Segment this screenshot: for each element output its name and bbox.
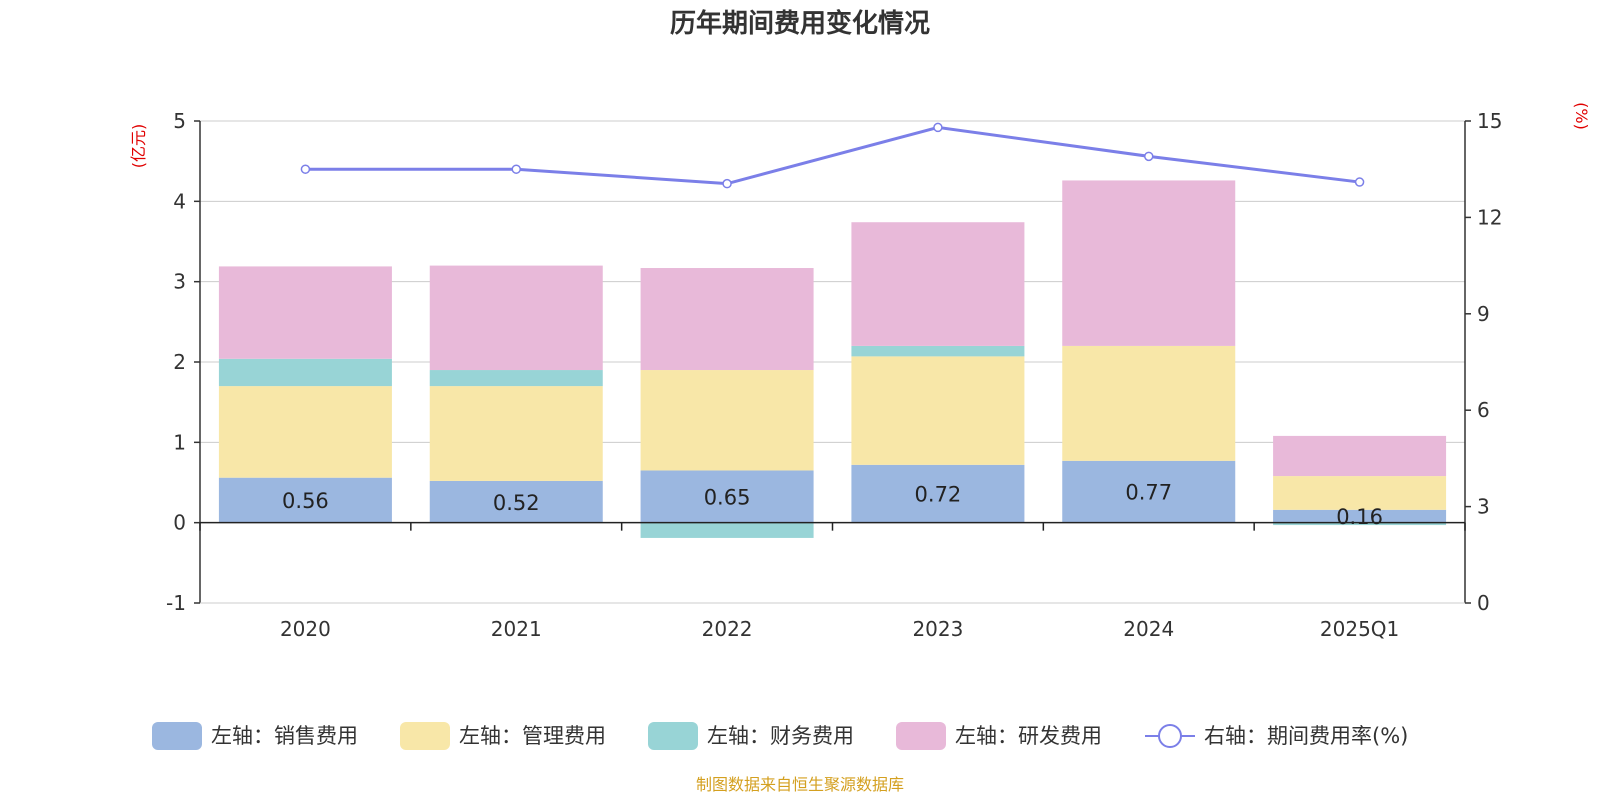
data-source-note: 制图数据来自恒生聚源数据库	[696, 775, 904, 794]
rate-point	[300, 164, 311, 174]
bar-series	[218, 180, 1447, 538]
category-label: 2022	[702, 617, 753, 641]
bar-segment	[1273, 522, 1447, 526]
rate-point	[722, 178, 732, 189]
left-axis-unit: (亿元)	[129, 124, 148, 169]
legend-label: 左轴：研发费用	[955, 724, 1102, 748]
right-axis-tick-label: 0	[1477, 591, 1490, 615]
right-axis-tick-label: 6	[1477, 398, 1490, 422]
bar-segment	[218, 477, 392, 523]
right-axis-tick-label: 15	[1477, 109, 1502, 133]
data-labels: 0.56 0.52 0.65 0.72 0.77 0.16	[282, 481, 1383, 530]
bar-segment	[640, 522, 814, 538]
right-axis-tick-label: 12	[1477, 205, 1502, 229]
rate-line-series	[300, 122, 1365, 189]
left-axis-tick-label: 3	[173, 270, 186, 294]
sales-data-label: 0.56	[282, 489, 329, 513]
sales-data-label: 0.72	[915, 483, 962, 507]
bar-segment	[640, 268, 814, 371]
category-label: 2024	[1123, 617, 1174, 641]
rate-point	[511, 164, 521, 174]
legend-label: 右轴：期间费用率(%)	[1204, 724, 1408, 748]
left-axis-tick-label: 1	[173, 430, 186, 454]
bar-segment	[851, 356, 1025, 465]
sales-data-label: 0.77	[1125, 481, 1172, 505]
bar-segment	[640, 470, 814, 523]
right-axis-tick-label: 9	[1477, 302, 1490, 326]
bar-segment	[851, 464, 1025, 523]
legend-marker	[1158, 724, 1182, 748]
legend: 左轴：销售费用 左轴：管理费用 左轴：财务费用 左轴：研发费用 右轴：期间费用率(%)	[152, 722, 1408, 750]
bar-segment	[429, 386, 603, 481]
category-label: 2023	[912, 617, 963, 641]
legend-swatch	[152, 722, 202, 750]
legend-label: 左轴：管理费用	[459, 724, 606, 748]
bar-segment	[1273, 509, 1447, 523]
rate-point	[1354, 177, 1365, 187]
right-axis-unit: (%)	[1572, 102, 1591, 130]
category-label: 2025Q1	[1320, 617, 1399, 641]
sales-data-label: 0.65	[704, 486, 751, 510]
bar-segment	[429, 480, 603, 523]
bar-segment	[851, 222, 1025, 346]
rate-point	[1144, 151, 1154, 162]
rate-point	[933, 122, 943, 133]
legend-swatch	[896, 722, 946, 750]
legend-swatch	[648, 722, 698, 750]
bar-segment	[429, 370, 603, 387]
sales-data-label: 0.16	[1336, 505, 1383, 529]
bar-segment	[1062, 345, 1236, 461]
bar-segment	[1062, 460, 1236, 523]
bar-segment	[851, 345, 1025, 357]
legend-label: 左轴：销售费用	[211, 724, 358, 748]
bar-segment	[218, 386, 392, 478]
rate-line	[305, 125, 1360, 186]
left-axis-tick-label: 4	[173, 189, 186, 213]
bar-segment	[1273, 435, 1447, 477]
right-axis-tick-label: 3	[1477, 495, 1490, 519]
legend-swatch	[400, 722, 450, 750]
legend-label: 左轴：财务费用	[707, 724, 854, 748]
bar-segment	[429, 265, 603, 371]
bar-segment	[1273, 476, 1447, 510]
left-axis-tick-label: 0	[173, 511, 186, 535]
bar-segment	[1062, 180, 1236, 346]
left-axis-tick-label: -1	[166, 591, 186, 615]
left-axis-tick-label: 2	[173, 350, 186, 374]
bar-segment	[218, 266, 392, 359]
category-label: 2021	[491, 617, 542, 641]
chart-title: 历年期间费用变化情况	[670, 8, 930, 39]
bar-segment	[218, 358, 392, 387]
category-label: 2020	[280, 617, 331, 641]
left-axis-tick-label: 5	[173, 109, 186, 133]
bar-segment	[640, 370, 814, 471]
sales-data-label: 0.52	[493, 491, 540, 515]
